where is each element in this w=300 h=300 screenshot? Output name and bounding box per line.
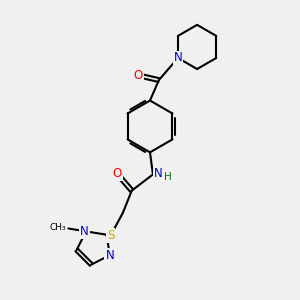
Text: O: O [134,69,143,82]
Text: N: N [80,225,89,238]
Text: N: N [105,249,114,262]
Text: CH₃: CH₃ [50,224,66,232]
Text: H: H [164,172,172,182]
Text: S: S [107,229,114,242]
Text: O: O [112,167,122,180]
Text: N: N [154,167,163,180]
Text: N: N [174,52,182,64]
